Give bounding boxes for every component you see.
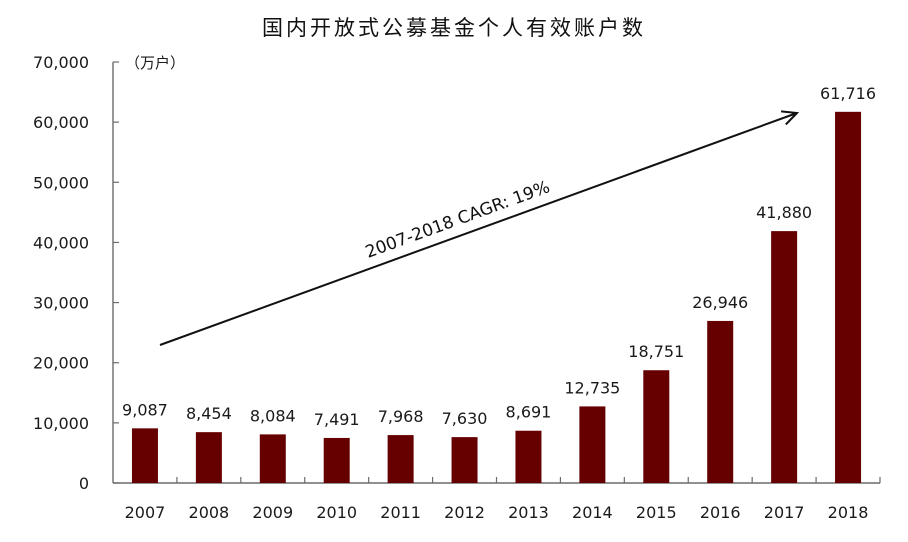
- x-tick-label: 2018: [828, 503, 869, 522]
- x-tick-label: 2007: [125, 503, 166, 522]
- x-tick-label: 2014: [572, 503, 613, 522]
- bar-2018: [835, 111, 862, 484]
- y-tick-label: 70,000: [33, 53, 89, 72]
- chart-title: 国内开放式公募基金个人有效账户数: [262, 16, 646, 40]
- bar-2009: [259, 434, 286, 483]
- bar-2016: [707, 320, 734, 483]
- cagr-label: 2007-2018 CAGR: 19%: [363, 177, 553, 262]
- x-tick-label: 2008: [189, 503, 230, 522]
- value-label: 61,716: [820, 84, 876, 103]
- bar-2011: [387, 435, 414, 483]
- value-label: 18,751: [628, 342, 684, 361]
- x-tick-label: 2013: [508, 503, 549, 522]
- x-tick-label: 2011: [380, 503, 421, 522]
- value-label: 41,880: [756, 203, 812, 222]
- x-tick-label: 2009: [252, 503, 293, 522]
- data-labels: 9,087 8,454 8,084 7,491 7,968 7,630 8,691 12,73…: [122, 84, 876, 429]
- axes: 0 10,000 20,000 30,000 40,000 50,000 60,000 70,…: [33, 53, 881, 522]
- y-tick-label: 40,000: [33, 233, 89, 252]
- value-label: 9,087: [122, 400, 168, 419]
- x-tick-label: 2015: [636, 503, 677, 522]
- value-label: 8,454: [186, 404, 232, 423]
- y-tick-label: 60,000: [33, 113, 89, 132]
- value-label: 7,491: [314, 410, 360, 429]
- value-label: 7,968: [378, 407, 424, 426]
- value-label: 12,735: [564, 378, 620, 397]
- y-tick-label: 0: [79, 474, 89, 493]
- y-tick-label: 30,000: [33, 294, 89, 313]
- x-tick-label: 2010: [316, 503, 357, 522]
- y-tick-label: 10,000: [33, 414, 89, 433]
- bar-2014: [579, 406, 606, 483]
- x-tick-label: 2016: [700, 503, 741, 522]
- bar-2007: [131, 428, 158, 483]
- arrowhead-icon: [780, 110, 800, 126]
- x-tick-label: 2012: [444, 503, 485, 522]
- bar-2008: [195, 432, 222, 483]
- bar-2017: [771, 231, 798, 483]
- value-label: 26,946: [692, 293, 748, 312]
- y-tick-label: 20,000: [33, 354, 89, 373]
- bars: [131, 111, 862, 484]
- value-label: 8,084: [250, 406, 296, 425]
- value-label: 7,630: [442, 409, 488, 428]
- unit-label: （万户）: [125, 54, 185, 72]
- bar-2012: [451, 437, 478, 483]
- bar-2013: [515, 430, 542, 483]
- bar-2015: [643, 370, 670, 483]
- x-tick-label: 2017: [764, 503, 805, 522]
- trend-arrow: [159, 112, 798, 346]
- value-label: 8,691: [506, 403, 552, 422]
- y-tick-label: 50,000: [33, 173, 89, 192]
- bar-2010: [323, 437, 350, 483]
